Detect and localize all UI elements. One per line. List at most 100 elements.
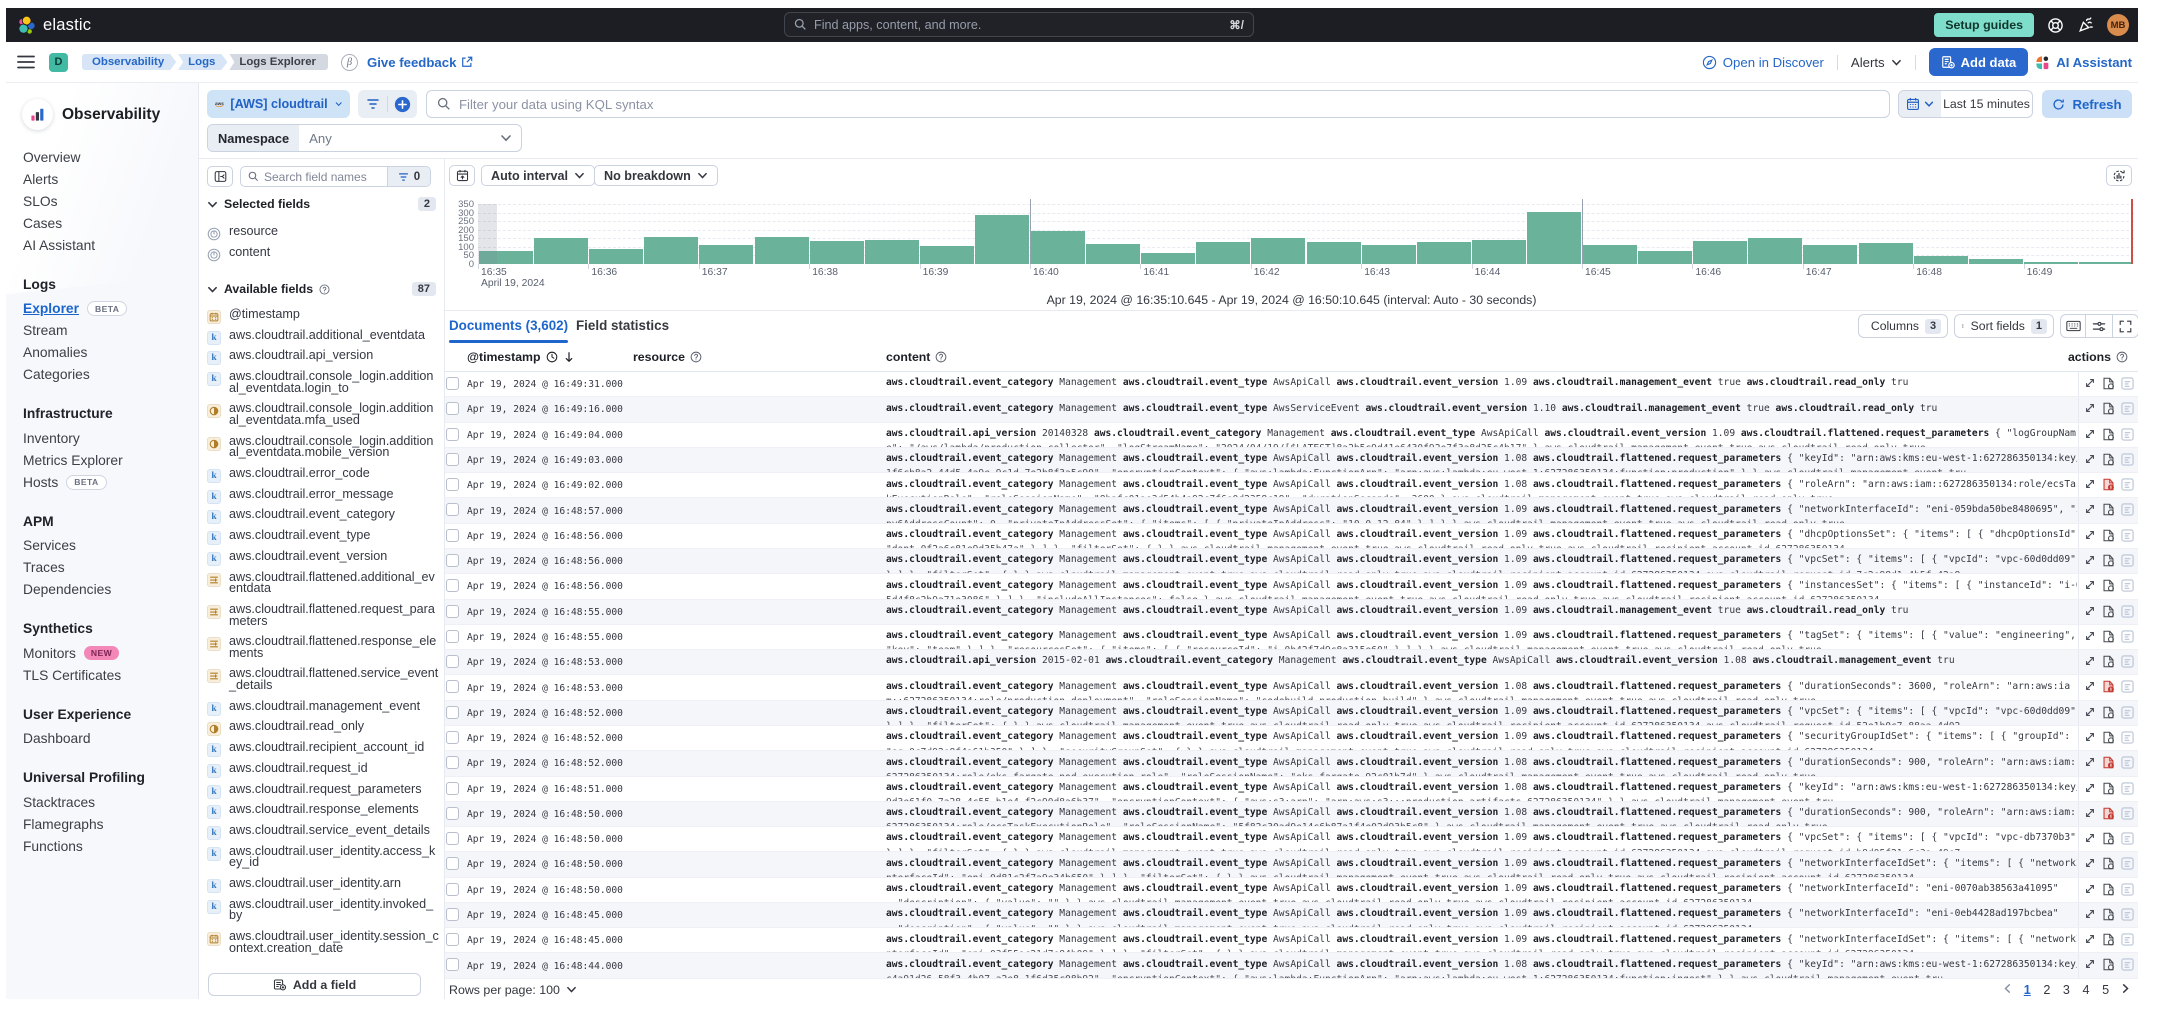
degraded-doc-button[interactable]: [2102, 655, 2115, 668]
ai-assistant-button[interactable]: AI Assistant: [2035, 55, 2132, 70]
sidebar-item-inventory[interactable]: Inventory: [23, 430, 80, 446]
stacktrace-button[interactable]: [2121, 857, 2134, 870]
degraded-doc-button[interactable]: [2102, 857, 2115, 870]
degraded-doc-button[interactable]: [2102, 377, 2115, 390]
field-item[interactable]: aws.cloudtrail.flattened.response_elemen…: [207, 635, 440, 659]
histogram-bar-16:45:00[interactable]: [1582, 244, 1637, 264]
expand-row-button[interactable]: [2084, 908, 2096, 920]
expand-row-button[interactable]: [2084, 605, 2096, 617]
stacktrace-button[interactable]: [2121, 377, 2134, 390]
expand-row-button[interactable]: [2084, 503, 2096, 515]
open-in-discover-link[interactable]: Open in Discover: [1702, 55, 1824, 70]
collapse-fields-panel-button[interactable]: [207, 166, 233, 187]
stacktrace-button[interactable]: [2121, 503, 2134, 517]
field-item[interactable]: k aws.cloudtrail.response_elements: [207, 803, 440, 820]
sidebar-item-traces[interactable]: Traces: [23, 560, 65, 575]
field-item[interactable]: aws.cloudtrail.flattened.service_event_d…: [207, 667, 440, 692]
sidebar-item-overview[interactable]: Overview: [23, 149, 81, 165]
expand-row-button[interactable]: [2084, 453, 2096, 465]
rows-per-page-dropdown[interactable]: Rows per page: 100: [449, 979, 577, 1000]
next-page-button[interactable]: [2115, 983, 2135, 997]
histogram-bar-16:40:00[interactable]: [1030, 231, 1085, 264]
field-search-input[interactable]: Search field names 0: [240, 166, 431, 187]
global-search-input[interactable]: Find apps, content, and more. ⌘/: [784, 12, 1254, 37]
histogram-bar-16:43:30[interactable]: [1416, 241, 1472, 264]
expand-row-button[interactable]: [2084, 554, 2096, 566]
row-checkbox[interactable]: [446, 452, 459, 466]
stacktrace-button[interactable]: [2121, 630, 2134, 643]
stacktrace-button[interactable]: [2121, 478, 2134, 491]
field-item[interactable]: k aws.cloudtrail.api_version: [207, 349, 440, 366]
expand-row-button[interactable]: [2084, 402, 2096, 414]
breadcrumb-observability[interactable]: Observability: [82, 54, 176, 70]
row-checkbox[interactable]: [446, 680, 459, 694]
row-checkbox[interactable]: [446, 781, 459, 795]
histogram-bar-16:35:30[interactable]: [533, 238, 588, 264]
sidebar-item-cases[interactable]: Cases: [23, 215, 63, 231]
histogram-bar-16:49:30[interactable]: [2079, 262, 2134, 264]
histogram-bar-16:48:00[interactable]: [1913, 256, 1968, 264]
expand-row-button[interactable]: [2084, 756, 2096, 768]
row-checkbox[interactable]: [446, 857, 459, 871]
sidebar-item-metrics-explorer[interactable]: Metrics Explorer: [23, 452, 123, 468]
histogram-bar-16:39:30[interactable]: [975, 214, 1030, 264]
setup-guides-button[interactable]: Setup guides: [1934, 13, 2034, 37]
stacktrace-button[interactable]: [2121, 680, 2134, 694]
expand-row-button[interactable]: [2084, 807, 2096, 819]
sidebar-item-ai-assistant[interactable]: AI Assistant: [23, 237, 96, 253]
stacktrace-button[interactable]: [2121, 807, 2134, 820]
stacktrace-button[interactable]: [2121, 958, 2134, 972]
time-range-value[interactable]: Last 15 minutes: [1943, 97, 2030, 111]
page-button-1[interactable]: 1: [2023, 982, 2031, 997]
expand-row-button[interactable]: [2084, 832, 2096, 844]
field-item[interactable]: aws.cloudtrail.flattened.request_paramet…: [207, 602, 440, 627]
fullscreen-button[interactable]: [2112, 314, 2138, 338]
calendar-menu-button[interactable]: [1899, 91, 1941, 117]
alerts-menu[interactable]: Alerts: [1851, 55, 1902, 70]
sidebar-item-monitors[interactable]: Monitors NEW: [6, 642, 198, 664]
row-checkbox[interactable]: [446, 655, 459, 669]
histogram-bar-16:42:00[interactable]: [1251, 238, 1306, 264]
degraded-doc-button[interactable]: [2102, 680, 2115, 693]
elastic-brand[interactable]: elastic: [6, 15, 91, 36]
stacktrace-button[interactable]: [2121, 731, 2134, 744]
degraded-doc-button[interactable]: [2102, 782, 2115, 795]
stacktrace-button[interactable]: [2121, 706, 2134, 719]
field-item[interactable]: k aws.cloudtrail.request_id: [207, 761, 440, 778]
sidebar-item-explorer[interactable]: Explorer BETA: [6, 298, 198, 320]
histogram-bar-16:39:00[interactable]: [920, 246, 975, 264]
expand-row-button[interactable]: [2084, 377, 2096, 389]
field-item[interactable]: aws.cloudtrail.flattened.additional_even…: [207, 570, 440, 595]
degraded-doc-button[interactable]: [2102, 554, 2115, 567]
filter-button[interactable]: [358, 90, 387, 118]
expand-row-button[interactable]: [2084, 655, 2096, 667]
row-checkbox[interactable]: [446, 907, 459, 921]
field-item[interactable]: k aws.cloudtrail.user_identity.access_key…: [207, 844, 440, 869]
field-item[interactable]: k aws.cloudtrail.event_type: [207, 529, 440, 546]
histogram-bar-16:47:30[interactable]: [1858, 242, 1913, 264]
histogram-bar-16:41:00[interactable]: [1140, 253, 1196, 264]
degraded-doc-button[interactable]: [2102, 933, 2115, 946]
degraded-doc-button[interactable]: [2102, 832, 2115, 845]
histogram-bar-16:48:30[interactable]: [1968, 258, 2024, 264]
auto-interval-dropdown[interactable]: Auto interval: [481, 165, 595, 186]
expand-row-button[interactable]: [2084, 933, 2096, 945]
sort-fields-button[interactable]: Sort fields 1: [1954, 314, 2054, 338]
menu-icon[interactable]: [17, 55, 35, 69]
field-item[interactable]: k aws.cloudtrail.request_parameters: [207, 782, 440, 799]
expand-row-button[interactable]: [2084, 529, 2096, 541]
field-item[interactable]: aws.cloudtrail.user_identity.session_con…: [207, 929, 440, 954]
degraded-doc-button[interactable]: [2102, 958, 2115, 971]
degraded-doc-button[interactable]: [2102, 453, 2115, 466]
field-item[interactable]: content: [207, 245, 440, 262]
histogram-bar-16:40:30[interactable]: [1085, 243, 1140, 264]
sidebar-item-slos[interactable]: SLOs: [23, 193, 58, 209]
histogram-bar-16:37:30[interactable]: [754, 237, 809, 264]
column-header-resource[interactable]: resource: [633, 342, 702, 372]
field-item[interactable]: k aws.cloudtrail.additional_eventdata: [207, 328, 440, 345]
row-checkbox[interactable]: [446, 730, 459, 744]
histogram-bar-16:37:00[interactable]: [699, 244, 754, 264]
histogram-bar-16:36:30[interactable]: [644, 236, 699, 264]
sidebar-item-alerts[interactable]: Alerts: [23, 171, 59, 187]
space-avatar[interactable]: D: [49, 52, 68, 72]
